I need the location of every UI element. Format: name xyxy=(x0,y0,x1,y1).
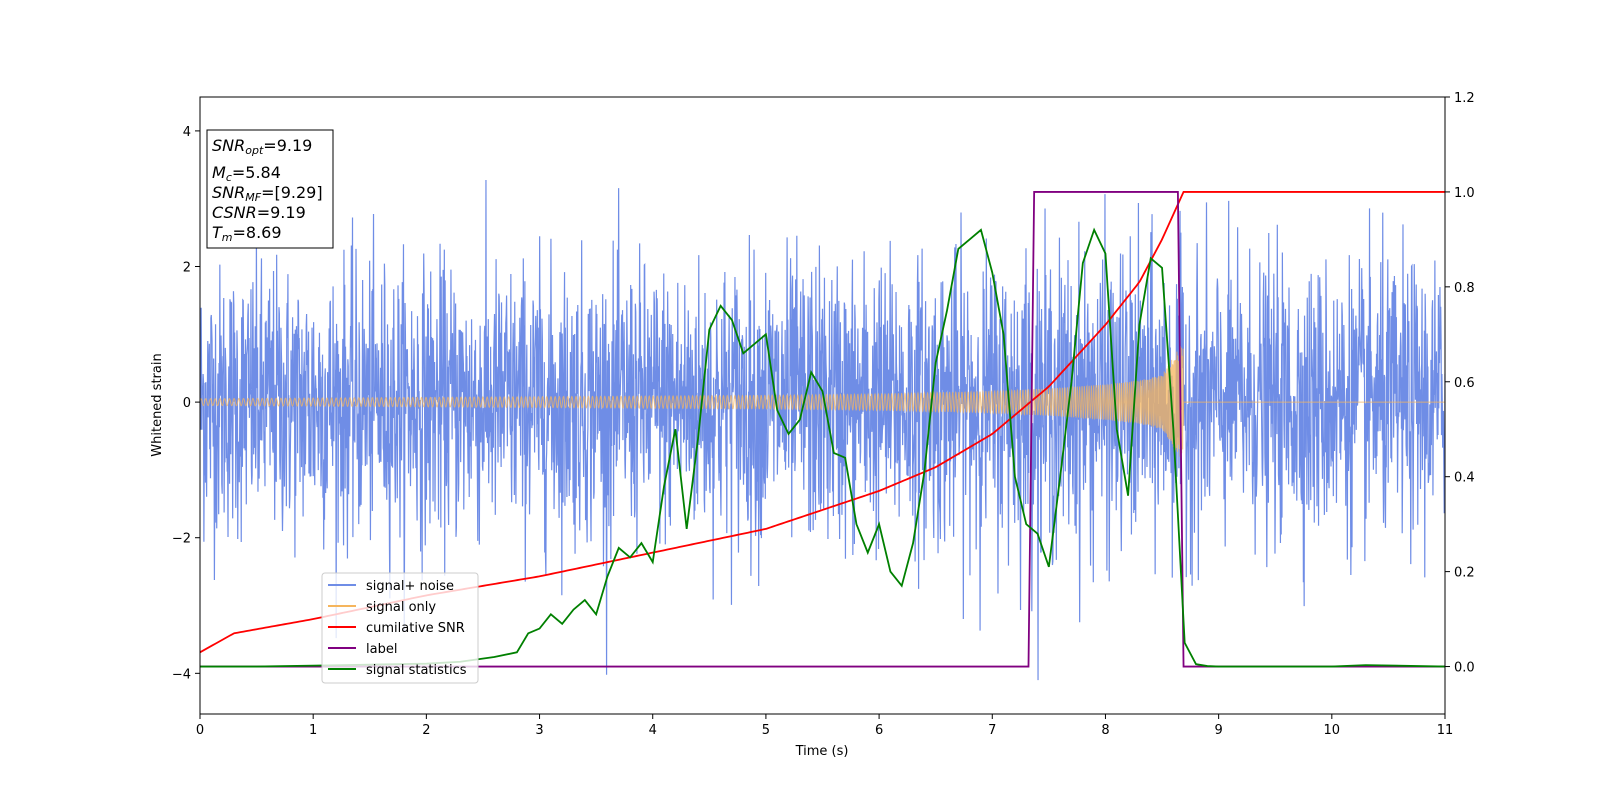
y-tick-label: −4 xyxy=(172,667,191,682)
legend-label-noise: signal+ noise xyxy=(366,579,454,594)
x-axis-label: Time (s) xyxy=(795,744,849,759)
plot-frame xyxy=(199,96,1446,715)
y2-tick-label: 0.4 xyxy=(1454,471,1475,486)
info-box-frame xyxy=(206,129,334,249)
y2-tick-label: 0.2 xyxy=(1454,566,1475,581)
x-tick-label: 9 xyxy=(1214,723,1222,738)
info-csnr: CSNR=9.19 xyxy=(212,203,306,222)
x-tick-label: 0 xyxy=(196,723,204,738)
info-chirp-mass: Mc=5.84 xyxy=(212,163,281,184)
y2-tick-label: 1.0 xyxy=(1454,186,1475,201)
x-axis: 0 1 2 3 4 5 6 7 8 9 10 11 xyxy=(196,714,1453,738)
legend-label-signal: signal only xyxy=(366,600,436,615)
series-signal-statistics xyxy=(200,227,1445,668)
y2-tick-label: 1.2 xyxy=(1454,91,1475,106)
series-signal-only xyxy=(200,345,1445,459)
series-signal-noise xyxy=(200,180,1445,681)
x-tick-label: 10 xyxy=(1324,723,1341,738)
y-tick-label: −2 xyxy=(172,532,191,547)
y-axis-left: 4 2 0 −2 −4 xyxy=(172,125,200,682)
x-tick-label: 5 xyxy=(762,723,770,738)
info-snr-mf: SNRMF=[9.29] xyxy=(212,183,323,204)
x-tick-label: 11 xyxy=(1437,723,1454,738)
y2-tick-label: 0.8 xyxy=(1454,281,1475,296)
x-tick-label: 6 xyxy=(875,723,883,738)
info-snr-opt: SNRopt=9.19 xyxy=(212,136,312,157)
x-tick-label: 2 xyxy=(422,723,430,738)
y-tick-label: 4 xyxy=(183,125,191,140)
x-tick-label: 3 xyxy=(535,723,543,738)
legend-label-stat: signal statistics xyxy=(366,663,467,678)
y-tick-label: 0 xyxy=(183,396,191,411)
y2-tick-label: 0.0 xyxy=(1454,661,1475,676)
legend-frame xyxy=(321,572,479,684)
y-axis-right: 1.2 1.0 0.8 0.6 0.4 0.2 0.0 xyxy=(1445,91,1475,676)
legend-label-cum-snr: cumilative SNR xyxy=(366,621,465,636)
y-tick-label: 2 xyxy=(183,261,191,276)
info-box: SNRopt=9.19 Mc=5.84 SNRMF=[9.29] CSNR=9.… xyxy=(206,129,334,249)
y2-tick-label: 0.6 xyxy=(1454,376,1475,391)
x-tick-label: 8 xyxy=(1101,723,1109,738)
x-tick-label: 1 xyxy=(309,723,317,738)
x-tick-label: 4 xyxy=(649,723,657,738)
legend: signal+ noise signal only cumilative SNR… xyxy=(321,572,479,684)
info-tm: Tm=8.69 xyxy=(212,223,282,244)
y-axis-label: Whitened strain xyxy=(150,353,165,456)
legend-label-label: label xyxy=(366,642,397,657)
x-tick-label: 7 xyxy=(988,723,996,738)
